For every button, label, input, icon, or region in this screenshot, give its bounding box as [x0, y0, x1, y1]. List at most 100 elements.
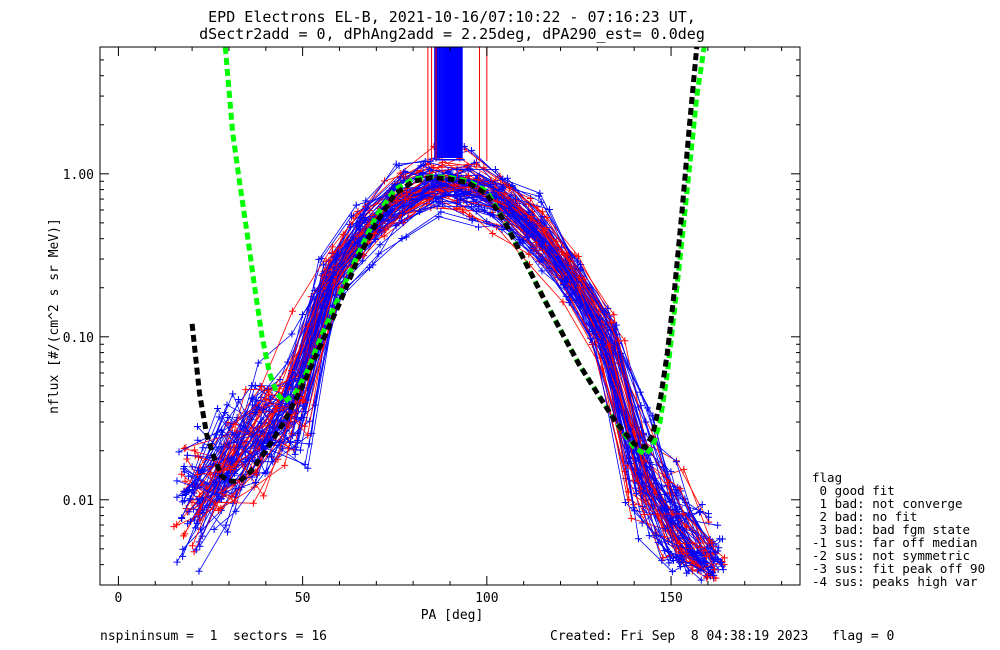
spectrum-point [192, 524, 200, 532]
spectrum-point [539, 208, 547, 216]
spectrum-line [195, 182, 714, 576]
spectrum-point [173, 477, 181, 485]
spectrum-point [662, 507, 670, 515]
spectrum-line [200, 185, 707, 557]
spectrum-point [178, 470, 186, 478]
spectrum-point [498, 185, 506, 193]
spectrum-point [315, 255, 323, 263]
spectrum-point [522, 228, 530, 236]
spectrum-point [538, 267, 546, 275]
spectrum-point [294, 436, 302, 444]
spectrum-point [679, 510, 687, 518]
spectrum-point [658, 557, 666, 565]
spectrum-point [512, 195, 520, 203]
spectrum-line [197, 172, 720, 564]
spectrum-point [398, 235, 406, 243]
spectrum-point [235, 396, 243, 404]
spectrum-point [706, 536, 714, 544]
spectrum-point [706, 536, 714, 544]
y-tick-label: 0.10 [63, 331, 94, 346]
spectrum-point [680, 465, 688, 473]
spectrum-point [621, 337, 629, 345]
spectrum-point [333, 252, 341, 260]
legend-entry: 3 bad: bad fgm state [812, 522, 970, 537]
spectrum-point [523, 233, 531, 241]
spectrum-point [215, 413, 223, 421]
spectrum-point [257, 382, 265, 390]
spectrum-point [667, 468, 675, 476]
spectrum-point [254, 359, 262, 367]
spectrum-point [559, 280, 567, 288]
legend-entry: -1 sus: far off median [812, 535, 978, 550]
spectrum-point [633, 489, 641, 497]
spectrum-line [176, 191, 695, 554]
spectrum-point [249, 394, 257, 402]
spectrum-line [202, 179, 723, 567]
spectrum-point [301, 422, 309, 430]
spectrum-point [661, 525, 669, 533]
y-axis-label-group: nflux [#/(cm^2 s sr MeV)] [47, 218, 62, 414]
spectrum-point [387, 208, 395, 216]
spectrum-line [187, 192, 700, 565]
spectrum-point [242, 386, 250, 394]
spectrum-point [563, 275, 571, 283]
spectrum-point [661, 490, 669, 498]
spectrum-point [637, 402, 645, 410]
y-tick-label: 1.00 [63, 168, 94, 183]
spectrum-point [232, 507, 240, 515]
spectrum-point [288, 330, 296, 338]
spectrum-point [489, 230, 497, 238]
spectrum-point [574, 257, 582, 265]
spectrum-line [188, 165, 701, 530]
spectrum-point [697, 576, 705, 584]
spectrum-line [198, 186, 716, 553]
spectrum-point [453, 200, 461, 208]
spectrum-point [437, 179, 445, 187]
spectrum-point [362, 205, 370, 213]
spectrum-point [173, 558, 181, 566]
spectrum-point [489, 211, 497, 219]
spectrum-point [490, 188, 498, 196]
spectrum-point [299, 311, 307, 319]
black-fit-curve [189, 47, 700, 484]
chart-subtitle: dSectr2add = 0, dPhAng2add = 2.25deg, dP… [199, 25, 705, 43]
spectrum-point [228, 492, 236, 500]
spectrum-point [672, 458, 680, 466]
spectrum-point [629, 476, 637, 484]
spectrum-point [703, 573, 711, 581]
spectrum-point [334, 267, 342, 275]
spectrum-point [610, 311, 618, 319]
spectrum-point [266, 411, 274, 419]
spectrum-point [258, 428, 266, 436]
spectrum-point [182, 444, 190, 452]
spectrum-point [222, 521, 230, 529]
spectrum-point [375, 250, 383, 258]
spectrum-point [493, 197, 501, 205]
spectrum-point [320, 261, 328, 269]
spectrum-point [352, 201, 360, 209]
spectrum-point [526, 220, 534, 228]
spectrum-point [710, 571, 718, 579]
footer-right: Created: Fri Sep 8 04:38:19 2023 flag = … [550, 629, 894, 644]
spectrum-point [691, 549, 699, 557]
spectrum-point [441, 190, 449, 198]
spectrum-line [199, 182, 714, 565]
chart-title: EPD Electrons EL-B, 2021-10-16/07:10:22 … [208, 8, 696, 26]
spectrum-point [248, 382, 256, 390]
spectrum-point [546, 205, 554, 213]
spectrum-point [456, 196, 464, 204]
spectrum-point [417, 162, 425, 170]
plot-area [170, 47, 728, 584]
spectrum-point [183, 455, 191, 463]
spectrum-point [281, 461, 289, 469]
spectrum-point [308, 429, 316, 437]
spectrum-point [399, 209, 407, 217]
spectrum-point [537, 198, 545, 206]
spectrum-point [278, 445, 286, 453]
spectrum-point [701, 559, 709, 567]
x-tick-label: 50 [295, 591, 311, 606]
spectrum-point [451, 188, 459, 196]
spectrum-point [580, 275, 588, 283]
spectrum-point [287, 366, 295, 374]
spectrum-point [525, 250, 533, 258]
